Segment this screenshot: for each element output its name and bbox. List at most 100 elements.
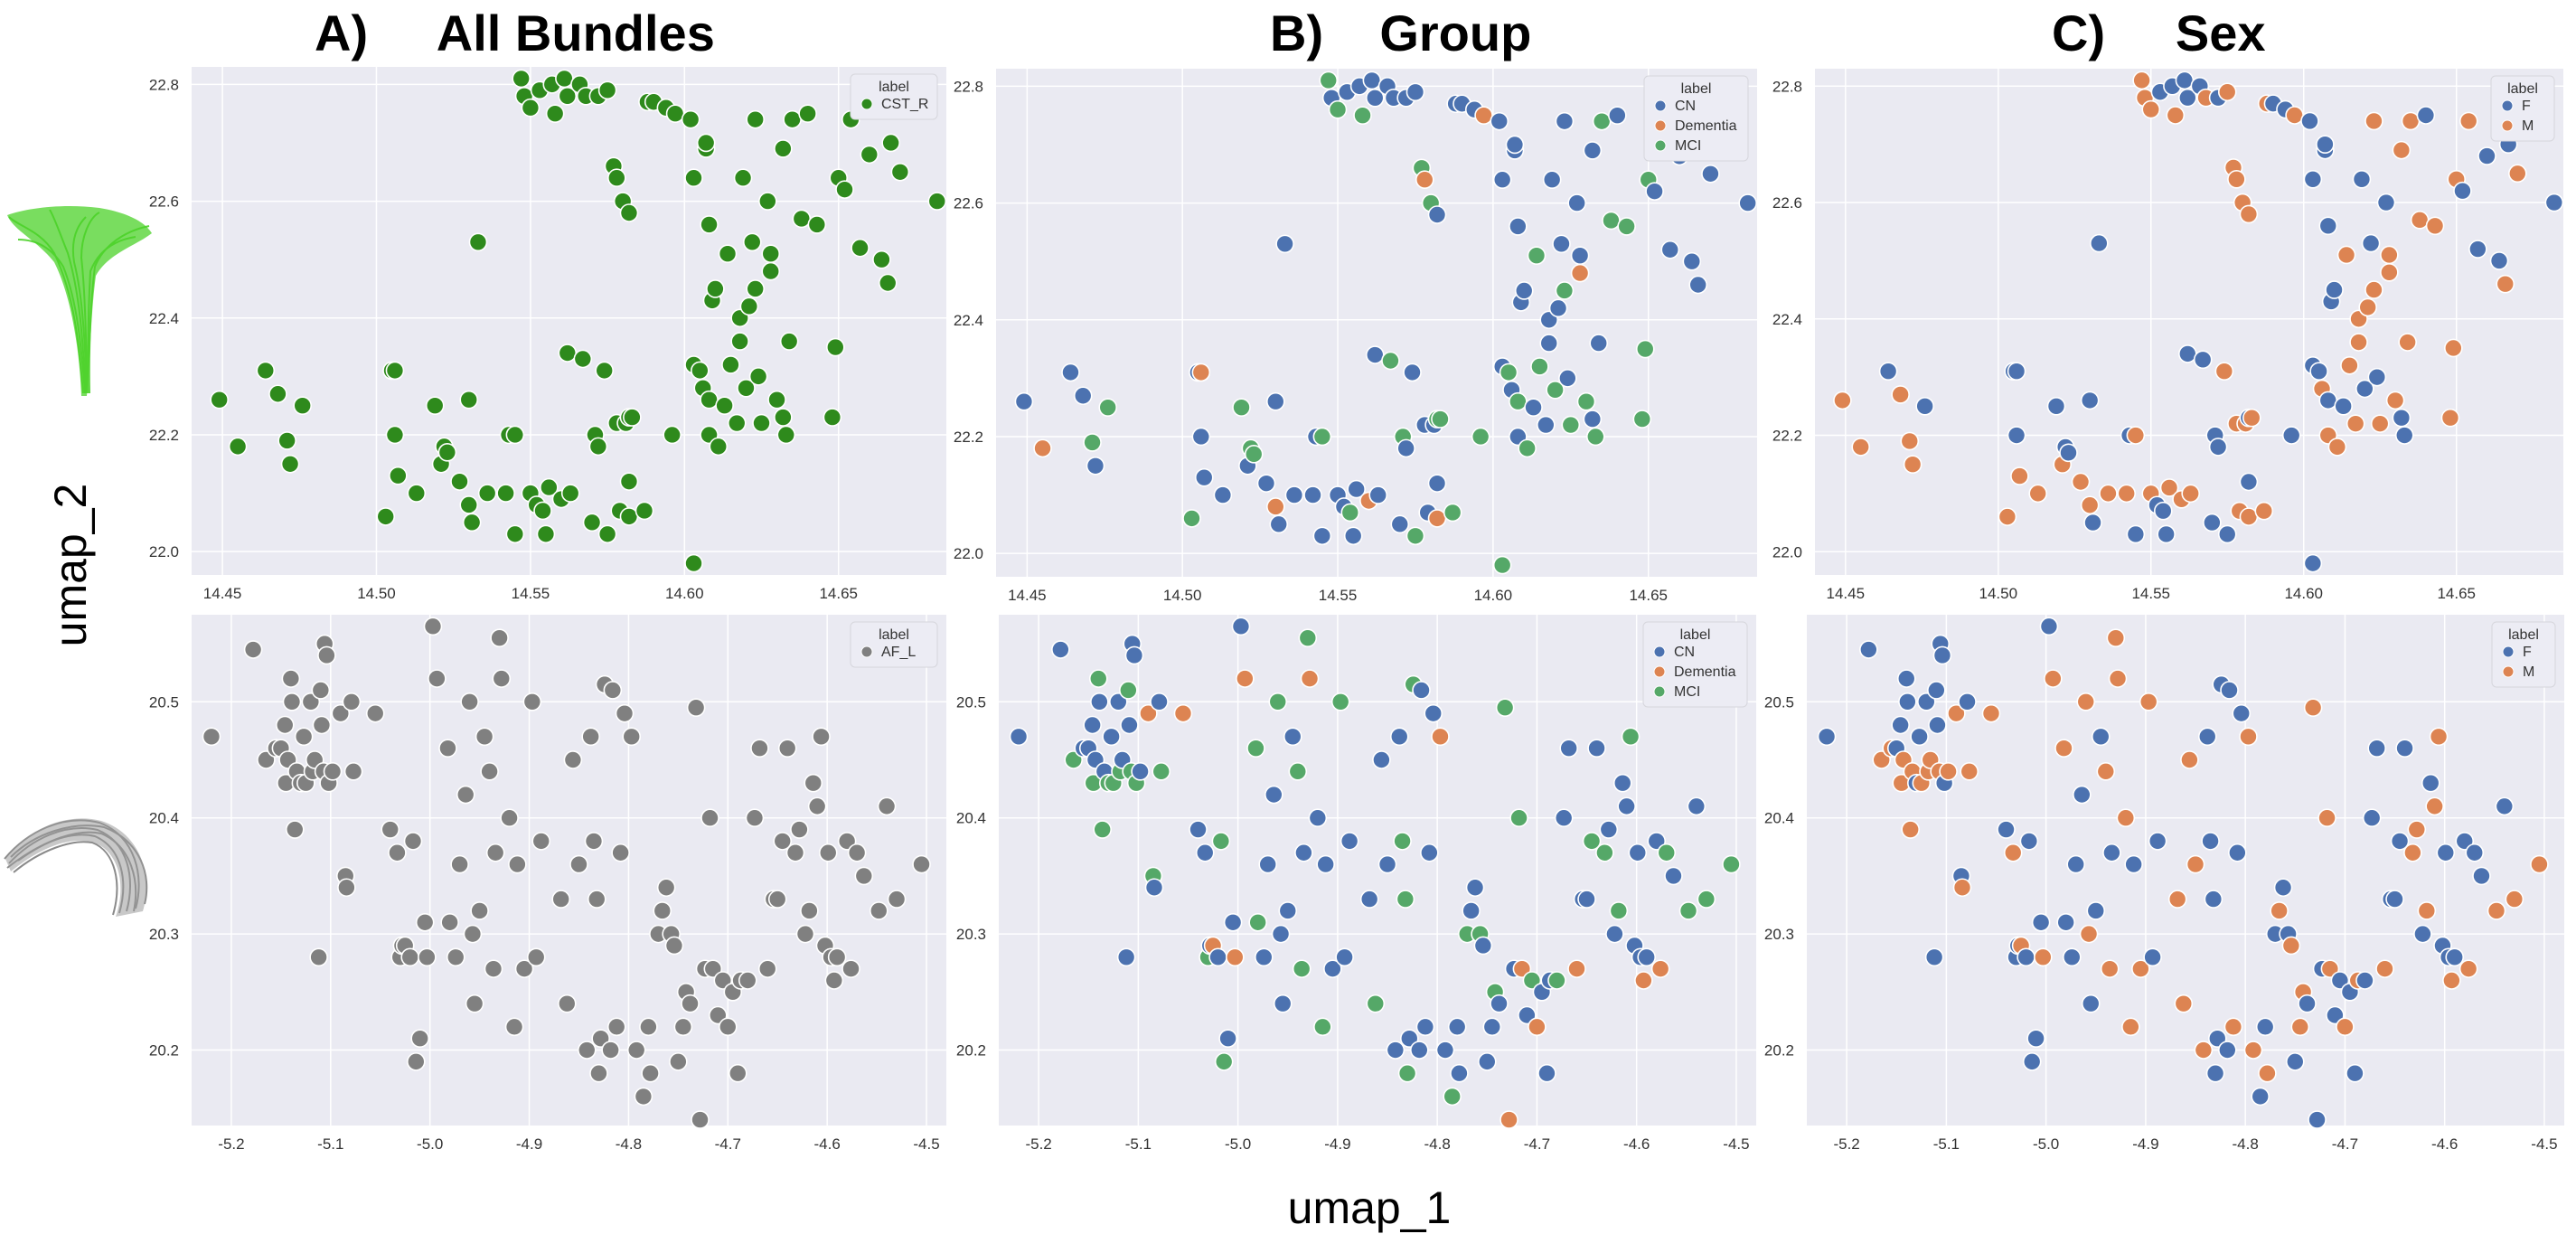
scatter-point xyxy=(2392,140,2411,160)
scatter-point xyxy=(463,924,483,944)
scatter-point xyxy=(1415,1017,1435,1037)
panel-af-sex: -5.2 -5.1 -5.0 -4.9 -4.8 -4.7 -4.6 -4.5 20.2 20.3… xyxy=(1764,615,2564,1153)
scatter-point xyxy=(1896,669,1916,688)
x-tick-label: -4.8 xyxy=(2233,1135,2259,1153)
scatter-point xyxy=(1268,692,1288,711)
scatter-point xyxy=(2028,484,2048,504)
scatter-point xyxy=(847,843,867,862)
scatter-point xyxy=(1602,211,1621,231)
scatter-point xyxy=(1083,715,1102,735)
scatter-point xyxy=(2194,1041,2214,1060)
legend-title: label xyxy=(1681,81,1712,97)
scatter-point xyxy=(1490,994,1509,1013)
y-tick-label: 22.0 xyxy=(954,545,983,562)
scatter-point xyxy=(2496,274,2515,294)
x-tick-label: -4.7 xyxy=(715,1135,741,1153)
y-tick-label: 20.5 xyxy=(1764,693,1794,711)
scatter-point xyxy=(1256,474,1276,493)
scatter-point xyxy=(1427,205,1447,224)
scatter-point xyxy=(1859,640,1878,659)
scatter-point xyxy=(2218,1041,2237,1060)
legend-entry: F xyxy=(2522,99,2531,114)
scatter-point xyxy=(1555,281,1575,300)
scatter-point xyxy=(785,843,805,862)
scatter-point xyxy=(2285,1052,2305,1071)
panel-af-all-bundles: -5.2 -5.1 -5.0 -4.9 -4.8 -4.7 -4.6 -4.5 20.2 20.3… xyxy=(149,615,946,1153)
legend-marker xyxy=(1653,685,1666,698)
scatter-point xyxy=(1244,445,1264,464)
scatter-point xyxy=(2445,947,2465,967)
legend-entry: Dementia xyxy=(1674,664,1736,680)
scatter-point xyxy=(2303,169,2323,189)
scatter-point xyxy=(1294,843,1313,862)
y-tick-label: 20.4 xyxy=(149,810,179,827)
scatter-point xyxy=(1609,901,1629,920)
scatter-point xyxy=(337,878,356,898)
scatter-point xyxy=(468,232,488,252)
scatter-point xyxy=(2239,472,2259,492)
x-tick-label: -5.0 xyxy=(417,1135,443,1153)
scatter-point xyxy=(545,104,565,123)
scatter-point xyxy=(1266,391,1285,411)
scatter-point xyxy=(1509,217,1528,236)
scatter-point xyxy=(2116,808,2136,828)
scatter-point xyxy=(1061,363,1080,382)
scatter-point xyxy=(691,361,710,381)
scatter-point xyxy=(1226,947,1245,967)
scatter-point xyxy=(2300,111,2319,131)
x-tick-label: -4.6 xyxy=(2431,1135,2458,1153)
scatter-point xyxy=(696,133,716,153)
scatter-point xyxy=(1645,182,1664,201)
scatter-point xyxy=(1386,1041,1406,1060)
scatter-point xyxy=(1368,485,1388,504)
x-tick-label: -4.5 xyxy=(2531,1135,2557,1153)
scatter-point xyxy=(2217,524,2237,544)
scatter-point xyxy=(1546,380,1565,400)
scatter-point xyxy=(1518,438,1537,458)
scatter-point xyxy=(730,332,749,351)
scatter-point xyxy=(558,344,578,363)
scatter-point xyxy=(727,413,747,433)
scatter-point xyxy=(2208,438,2228,457)
scatter-point xyxy=(2416,106,2436,125)
scatter-point xyxy=(1316,854,1335,874)
legend-entry: CN xyxy=(1674,645,1695,660)
scatter-point xyxy=(2121,1017,2140,1037)
scatter-point xyxy=(1431,410,1450,429)
scatter-point xyxy=(2530,854,2549,874)
scatter-point xyxy=(1547,971,1566,990)
scatter-point xyxy=(484,959,503,978)
scatter-point xyxy=(1102,727,1121,747)
scatter-point xyxy=(1340,503,1360,523)
scatter-point xyxy=(2180,750,2199,769)
scatter-point xyxy=(1266,497,1285,516)
scatter-point xyxy=(1559,739,1579,758)
scatter-point xyxy=(2346,414,2365,433)
scatter-point xyxy=(573,349,593,369)
legend: label CN Dementia MCI xyxy=(1643,75,1749,162)
scatter-point xyxy=(385,425,405,445)
scatter-point xyxy=(2157,524,2176,544)
scatter-point xyxy=(812,727,831,747)
scatter-point xyxy=(1687,796,1706,816)
scatter-point xyxy=(2141,99,2161,119)
scatter-point xyxy=(2148,832,2167,851)
scatter-point xyxy=(428,669,447,688)
scatter-point xyxy=(1191,363,1211,382)
scatter-point xyxy=(1278,901,1298,920)
scatter-point xyxy=(603,681,623,700)
scatter-point xyxy=(1214,1052,1234,1071)
scatter-point xyxy=(673,1017,693,1037)
scatter-point xyxy=(597,80,617,100)
scatter-point xyxy=(2007,362,2026,382)
scatter-point xyxy=(228,437,248,457)
scatter-point xyxy=(1189,820,1208,839)
scatter-point xyxy=(2083,513,2102,532)
scatter-point xyxy=(400,947,420,967)
scatter-point xyxy=(653,901,672,920)
y-tick-label: 20.2 xyxy=(1764,1042,1794,1060)
scatter-point xyxy=(1403,363,1422,382)
scatter-point xyxy=(1592,111,1612,131)
scatter-point xyxy=(2102,843,2121,862)
x-tick-label: 14.65 xyxy=(819,585,858,602)
